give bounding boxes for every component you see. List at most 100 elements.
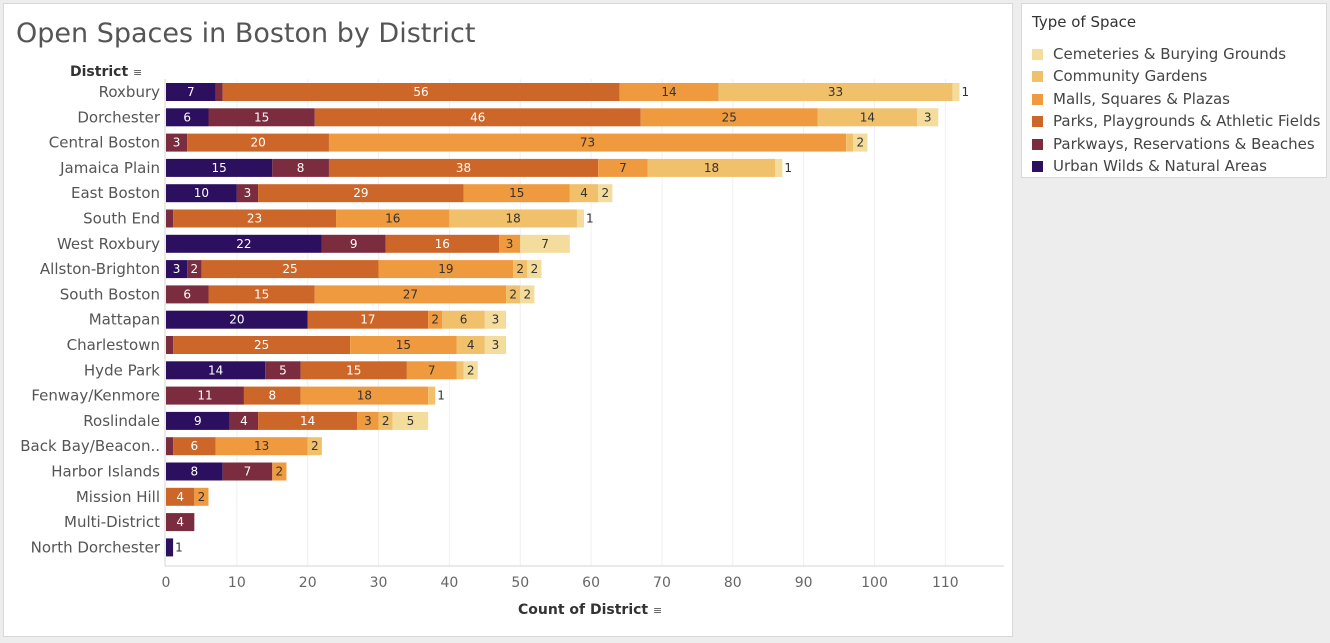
legend-swatch bbox=[1032, 160, 1043, 172]
x-tick-label: 40 bbox=[440, 575, 458, 591]
data-label: 25 bbox=[722, 110, 737, 124]
data-label: 3 bbox=[173, 136, 181, 150]
bar-segment bbox=[336, 209, 450, 228]
data-label: 15 bbox=[211, 161, 226, 175]
chart-title: Open Spaces in Boston by District bbox=[16, 18, 476, 49]
data-label: 23 bbox=[247, 212, 262, 226]
data-label: 7 bbox=[244, 465, 252, 479]
bar-segment bbox=[647, 158, 776, 177]
data-label: 15 bbox=[509, 186, 524, 200]
x-tick-label: 70 bbox=[653, 575, 671, 591]
legend-item[interactable]: Community Gardens bbox=[1032, 66, 1207, 86]
bar-segment bbox=[456, 361, 464, 380]
bar-segment bbox=[385, 234, 499, 253]
x-axis-title-wrap[interactable]: Count of District ≡ bbox=[518, 602, 662, 618]
data-label: 1 bbox=[586, 212, 594, 226]
data-label: 3 bbox=[924, 110, 932, 124]
bar-segment bbox=[775, 158, 783, 177]
data-label: 29 bbox=[353, 186, 368, 200]
data-label: 2 bbox=[191, 262, 199, 276]
bar-segment bbox=[952, 83, 960, 101]
legend-item[interactable]: Malls, Squares & Plazas bbox=[1032, 89, 1230, 109]
y-category-label: Central Boston bbox=[49, 134, 160, 152]
bar-segment bbox=[166, 133, 188, 152]
data-label: 3 bbox=[364, 414, 372, 428]
data-label: 2 bbox=[516, 262, 524, 276]
bar-segment bbox=[166, 209, 174, 228]
data-label: 15 bbox=[396, 338, 411, 352]
bar-segment bbox=[229, 411, 259, 430]
bar-segment bbox=[576, 209, 585, 228]
sort-icon[interactable]: ≡ bbox=[133, 66, 143, 79]
bar-segment bbox=[378, 411, 393, 430]
y-category-label: Back Bay/Beacon.. bbox=[20, 437, 160, 455]
bar-segment bbox=[328, 158, 599, 177]
bar-segment bbox=[258, 411, 358, 430]
data-label: 15 bbox=[254, 287, 269, 301]
data-label: 27 bbox=[403, 287, 418, 301]
district-header[interactable]: District ≡ bbox=[70, 64, 142, 80]
data-label: 14 bbox=[300, 414, 315, 428]
bar-segment bbox=[166, 260, 188, 279]
bar-segment bbox=[166, 285, 209, 304]
y-category-label: Jamaica Plain bbox=[59, 159, 160, 177]
data-label: 2 bbox=[467, 363, 475, 377]
bar-segment bbox=[272, 158, 329, 177]
legend-label: Community Gardens bbox=[1053, 67, 1208, 85]
bar-segment bbox=[463, 361, 478, 380]
data-label: 9 bbox=[194, 414, 202, 428]
data-label: 13 bbox=[254, 439, 269, 453]
bar-segment bbox=[166, 184, 237, 203]
data-label: 3 bbox=[492, 338, 500, 352]
x-tick-label: 100 bbox=[861, 575, 888, 591]
y-category-label: Fenway/Kenmore bbox=[31, 387, 160, 405]
data-label: 46 bbox=[470, 110, 485, 124]
bar-segment bbox=[258, 184, 464, 203]
legend-item[interactable]: Parks, Playgrounds & Athletic Fields bbox=[1032, 111, 1320, 131]
legend-swatch bbox=[1032, 138, 1043, 150]
data-label: 5 bbox=[407, 414, 415, 428]
bar-segment bbox=[215, 83, 223, 101]
data-label: 25 bbox=[282, 262, 297, 276]
data-label: 5 bbox=[279, 363, 287, 377]
legend-item[interactable]: Urban Wilds & Natural Areas bbox=[1032, 156, 1267, 176]
bar-segment bbox=[194, 487, 209, 506]
data-label: 4 bbox=[240, 414, 248, 428]
legend-item[interactable]: Cemeteries & Burying Grounds bbox=[1032, 44, 1286, 64]
data-label: 16 bbox=[435, 237, 450, 251]
y-category-label: Mission Hill bbox=[76, 488, 160, 506]
bar-segment bbox=[166, 83, 216, 101]
data-label: 2 bbox=[311, 439, 319, 453]
data-label: 2 bbox=[531, 262, 539, 276]
bar-segment bbox=[640, 108, 818, 127]
bar-segment bbox=[222, 83, 620, 101]
bar-segment bbox=[187, 133, 329, 152]
bar-segment bbox=[222, 462, 273, 481]
bar-segment bbox=[853, 133, 868, 152]
bar-segment bbox=[166, 437, 174, 456]
bar-segment bbox=[300, 361, 407, 380]
data-label: 7 bbox=[541, 237, 549, 251]
x-tick-label: 90 bbox=[795, 575, 813, 591]
bar-segment bbox=[598, 158, 648, 177]
legend-item[interactable]: Parkways, Reservations & Beaches bbox=[1032, 134, 1315, 154]
data-label: 8 bbox=[297, 161, 305, 175]
y-category-label: North Dorchester bbox=[31, 538, 161, 556]
y-category-label: Roslindale bbox=[83, 412, 160, 430]
data-label: 56 bbox=[413, 85, 428, 99]
bar-segment bbox=[314, 108, 641, 127]
bar-segment bbox=[392, 411, 429, 430]
bar-segment bbox=[300, 386, 429, 405]
bar-segment bbox=[166, 487, 195, 506]
legend-swatch bbox=[1032, 48, 1043, 60]
bar-segment bbox=[201, 260, 379, 279]
data-label: 8 bbox=[268, 389, 276, 403]
legend-label: Cemeteries & Burying Grounds bbox=[1053, 45, 1287, 63]
data-label: 2 bbox=[857, 136, 865, 150]
bar-segment bbox=[520, 285, 535, 304]
data-label: 19 bbox=[438, 262, 453, 276]
x-sort-icon[interactable]: ≡ bbox=[653, 604, 663, 617]
bar-segment bbox=[406, 361, 457, 380]
data-label: 3 bbox=[244, 186, 252, 200]
data-label: 22 bbox=[236, 237, 251, 251]
